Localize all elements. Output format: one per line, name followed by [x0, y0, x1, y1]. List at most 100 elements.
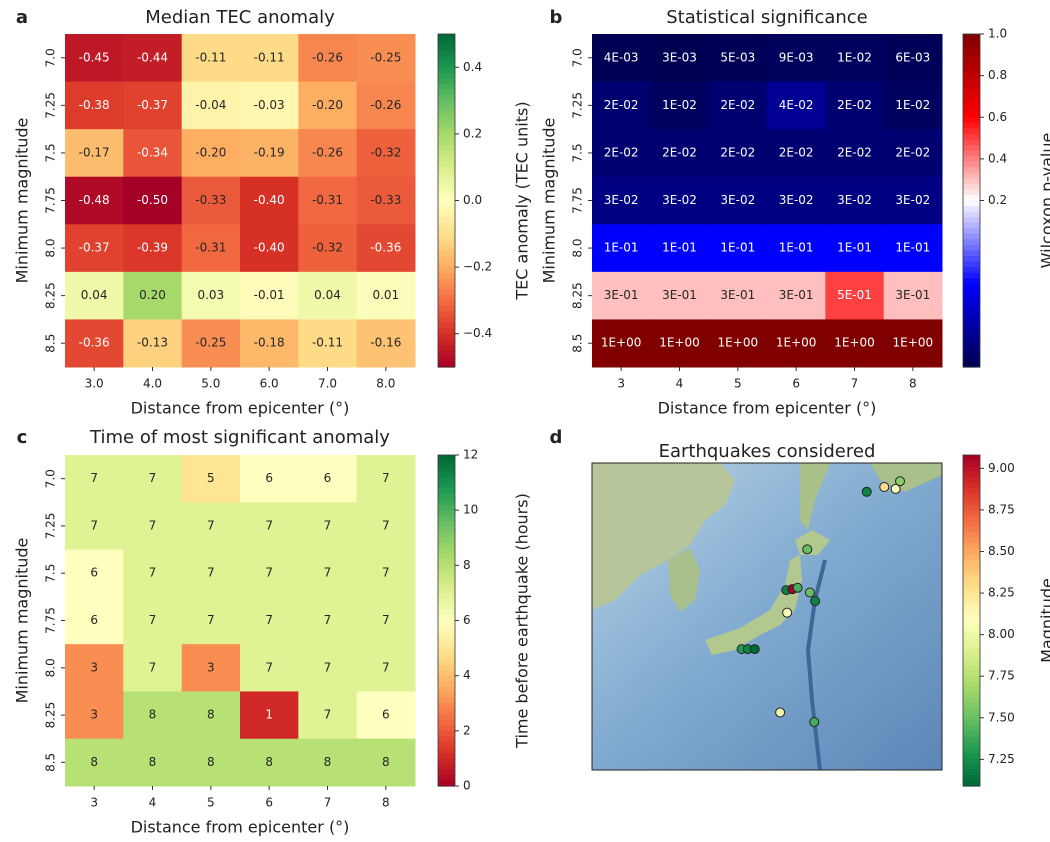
colorbar-segment: [438, 350, 455, 356]
colorbar-tick-label: 7.50: [988, 710, 1015, 724]
cell-label: 3: [90, 708, 98, 722]
colorbar-segment: [438, 206, 455, 212]
colorbar-tick-label: 8.25: [988, 586, 1015, 600]
colorbar-segment: [438, 217, 455, 223]
x-tick-label: 3.0: [85, 377, 104, 391]
colorbar-segment: [438, 455, 455, 461]
colorbar-segment: [438, 764, 455, 770]
colorbar-label: Time before earthquake (hours): [513, 493, 532, 749]
colorbar-segment: [963, 145, 980, 151]
cell-label: -0.37: [79, 241, 110, 255]
cell-label: 8: [207, 755, 215, 769]
colorbar-segment: [438, 139, 455, 145]
colorbar-segment: [438, 560, 455, 566]
cell-label: 7: [265, 566, 273, 580]
colorbar-segment: [438, 615, 455, 621]
colorbar-segment: [438, 477, 455, 483]
colorbar-segment: [963, 328, 980, 334]
colorbar-segment: [438, 709, 455, 715]
cell-label: 7: [149, 660, 157, 674]
chart-title: Median TEC anomaly: [145, 7, 335, 28]
colorbar-segment: [438, 587, 455, 593]
cell-label: -0.18: [254, 336, 285, 350]
colorbar-segment: [438, 466, 455, 472]
colorbar-segment: [963, 742, 980, 748]
cell-label: 8: [207, 708, 215, 722]
colorbar-segment: [438, 670, 455, 676]
colorbar-segment: [438, 483, 455, 489]
colorbar-segment: [963, 494, 980, 500]
colorbar-segment: [963, 527, 980, 533]
colorbar-segment: [963, 483, 980, 489]
colorbar-segment: [963, 758, 980, 764]
colorbar-segment: [438, 295, 455, 301]
colorbar-segment: [963, 703, 980, 709]
y-tick-label: 7.75: [571, 187, 585, 214]
colorbar-segment: [438, 681, 455, 687]
colorbar-segment: [963, 576, 980, 582]
cell-label: 6E-03: [895, 50, 930, 64]
cell-label: 3E-02: [837, 193, 872, 207]
cell-label: 3E-03: [662, 50, 697, 64]
colorbar-segment: [963, 323, 980, 329]
colorbar-segment: [963, 62, 980, 68]
cell-label: 7: [149, 471, 157, 485]
cell-label: 1E+00: [834, 336, 875, 350]
colorbar-segment: [438, 201, 455, 207]
cell-label: 1E+00: [718, 336, 759, 350]
cell-label: 2E-02: [837, 98, 872, 112]
colorbar-segment: [963, 51, 980, 57]
colorbar-segment: [438, 267, 455, 273]
colorbar-label: TEC anomaly (TEC units): [513, 101, 532, 300]
colorbar-segment: [963, 698, 980, 704]
cell-label: 7: [265, 660, 273, 674]
cell-label: 2E-02: [604, 145, 639, 159]
x-tick-label: 7: [851, 377, 859, 391]
colorbar-segment: [963, 637, 980, 643]
colorbar-segment: [438, 621, 455, 627]
cell-label: 6: [324, 471, 332, 485]
x-tick-label: 8.0: [376, 377, 395, 391]
cell-label: 7: [382, 471, 390, 485]
cell-label: -0.33: [370, 193, 401, 207]
colorbar-segment: [963, 554, 980, 560]
cell-label: 7: [382, 660, 390, 674]
y-tick-label: 7.0: [44, 469, 58, 488]
cell-label: 7: [149, 566, 157, 580]
colorbar-segment: [438, 461, 455, 467]
cell-label: 3E-01: [604, 288, 639, 302]
earthquake: [862, 487, 871, 496]
cell-label: 0.04: [81, 288, 108, 302]
colorbar-segment: [963, 598, 980, 604]
colorbar-segment: [438, 178, 455, 184]
colorbar-segment: [963, 549, 980, 555]
x-tick-label: 4.0: [143, 377, 162, 391]
colorbar-segment: [963, 709, 980, 715]
colorbar-segment: [438, 703, 455, 709]
cell-label: 0.01: [372, 288, 399, 302]
colorbar-segment: [963, 317, 980, 323]
colorbar-tick-label: 8: [463, 558, 471, 572]
y-tick-label: 8.25: [44, 702, 58, 729]
cell-label: -0.50: [137, 193, 168, 207]
colorbar-segment: [438, 775, 455, 781]
colorbar-segment: [963, 621, 980, 627]
colorbar-segment: [963, 101, 980, 107]
colorbar-segment: [438, 604, 455, 610]
colorbar-segment: [963, 477, 980, 483]
colorbar-segment: [438, 720, 455, 726]
colorbar-tick-label: 0.2: [988, 193, 1007, 207]
colorbar-segment: [963, 117, 980, 123]
colorbar-segment: [963, 95, 980, 101]
cell-label: 7: [324, 566, 332, 580]
cell-label: -0.40: [254, 193, 285, 207]
earthquake: [896, 477, 905, 486]
cell-label: 1E+00: [893, 336, 934, 350]
colorbar-segment: [963, 532, 980, 538]
cell-label: 2E-02: [720, 145, 755, 159]
cell-label: 1E+00: [776, 336, 817, 350]
colorbar-segment: [438, 593, 455, 599]
x-tick-label: 5: [734, 377, 742, 391]
cell-label: 3E-01: [662, 288, 697, 302]
colorbar-tick-label: 0.8: [988, 68, 1007, 82]
